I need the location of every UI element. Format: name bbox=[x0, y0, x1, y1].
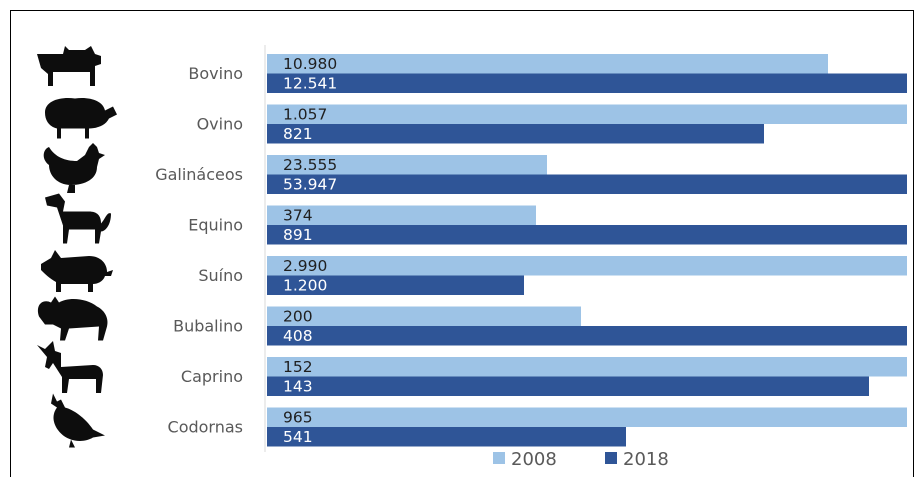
legend-label-2018: 2018 bbox=[623, 449, 669, 470]
sheep-icon bbox=[45, 98, 117, 139]
category-label: Equino bbox=[188, 216, 243, 235]
bar-value-label: 1.057 bbox=[283, 106, 327, 124]
bar-2018 bbox=[267, 376, 869, 396]
bar-2008 bbox=[267, 357, 907, 377]
bar-2008 bbox=[267, 306, 581, 326]
bar-value-label: 965 bbox=[283, 409, 313, 427]
bar-2008 bbox=[267, 205, 536, 225]
bar-value-label: 541 bbox=[283, 428, 313, 446]
bar-2008 bbox=[267, 407, 907, 427]
bar-2018 bbox=[267, 275, 524, 295]
bar-value-label: 891 bbox=[283, 226, 313, 244]
quail-icon bbox=[51, 393, 105, 448]
category-label: Codornas bbox=[168, 418, 243, 437]
bar-2008 bbox=[267, 256, 907, 276]
bar-2018 bbox=[267, 174, 907, 194]
horse-icon bbox=[45, 193, 111, 244]
bar-value-label: 23.555 bbox=[283, 156, 337, 174]
bar-value-label: 53.947 bbox=[283, 176, 337, 194]
bar-2018 bbox=[267, 73, 907, 93]
bar-value-label: 152 bbox=[283, 358, 313, 376]
bar-2018 bbox=[267, 124, 764, 144]
category-label: Galináceos bbox=[155, 165, 243, 184]
category-label: Bovino bbox=[188, 64, 243, 83]
bar-2008 bbox=[267, 155, 547, 175]
bar-value-label: 143 bbox=[283, 378, 313, 396]
bar-value-label: 821 bbox=[283, 125, 313, 143]
cow-icon bbox=[37, 46, 101, 86]
bar-2018 bbox=[267, 326, 907, 346]
buffalo-icon bbox=[37, 296, 108, 341]
category-label: Ovino bbox=[197, 115, 243, 134]
bar-value-label: 2.990 bbox=[283, 257, 327, 275]
chart-frame bbox=[10, 10, 914, 477]
bar-value-label: 408 bbox=[283, 327, 313, 345]
bar-value-label: 10.980 bbox=[283, 55, 337, 73]
bar-value-label: 374 bbox=[283, 207, 313, 225]
bar-value-label: 1.200 bbox=[283, 277, 327, 295]
category-labels: Bovino Ovino Galináceos Equino Suíno Bubalino… bbox=[155, 64, 243, 437]
category-label: Caprino bbox=[181, 367, 243, 386]
pig-icon bbox=[41, 250, 113, 292]
bar-2008 bbox=[267, 54, 828, 74]
category-label: Suíno bbox=[198, 266, 243, 285]
legend: 2008 2018 bbox=[493, 449, 669, 470]
legend-swatch-2008 bbox=[493, 452, 505, 464]
chicken-icon bbox=[43, 143, 105, 193]
bar-value-label: 12.541 bbox=[283, 75, 337, 93]
bar-2008 bbox=[267, 104, 907, 124]
bar-2018 bbox=[267, 427, 626, 447]
goat-icon bbox=[37, 341, 103, 393]
bar-value-label: 200 bbox=[283, 308, 313, 326]
bar-2018 bbox=[267, 225, 907, 245]
legend-swatch-2018 bbox=[605, 452, 617, 464]
animal-icons bbox=[37, 46, 117, 448]
category-label: Bubalino bbox=[173, 317, 243, 336]
legend-label-2008: 2008 bbox=[511, 449, 557, 470]
